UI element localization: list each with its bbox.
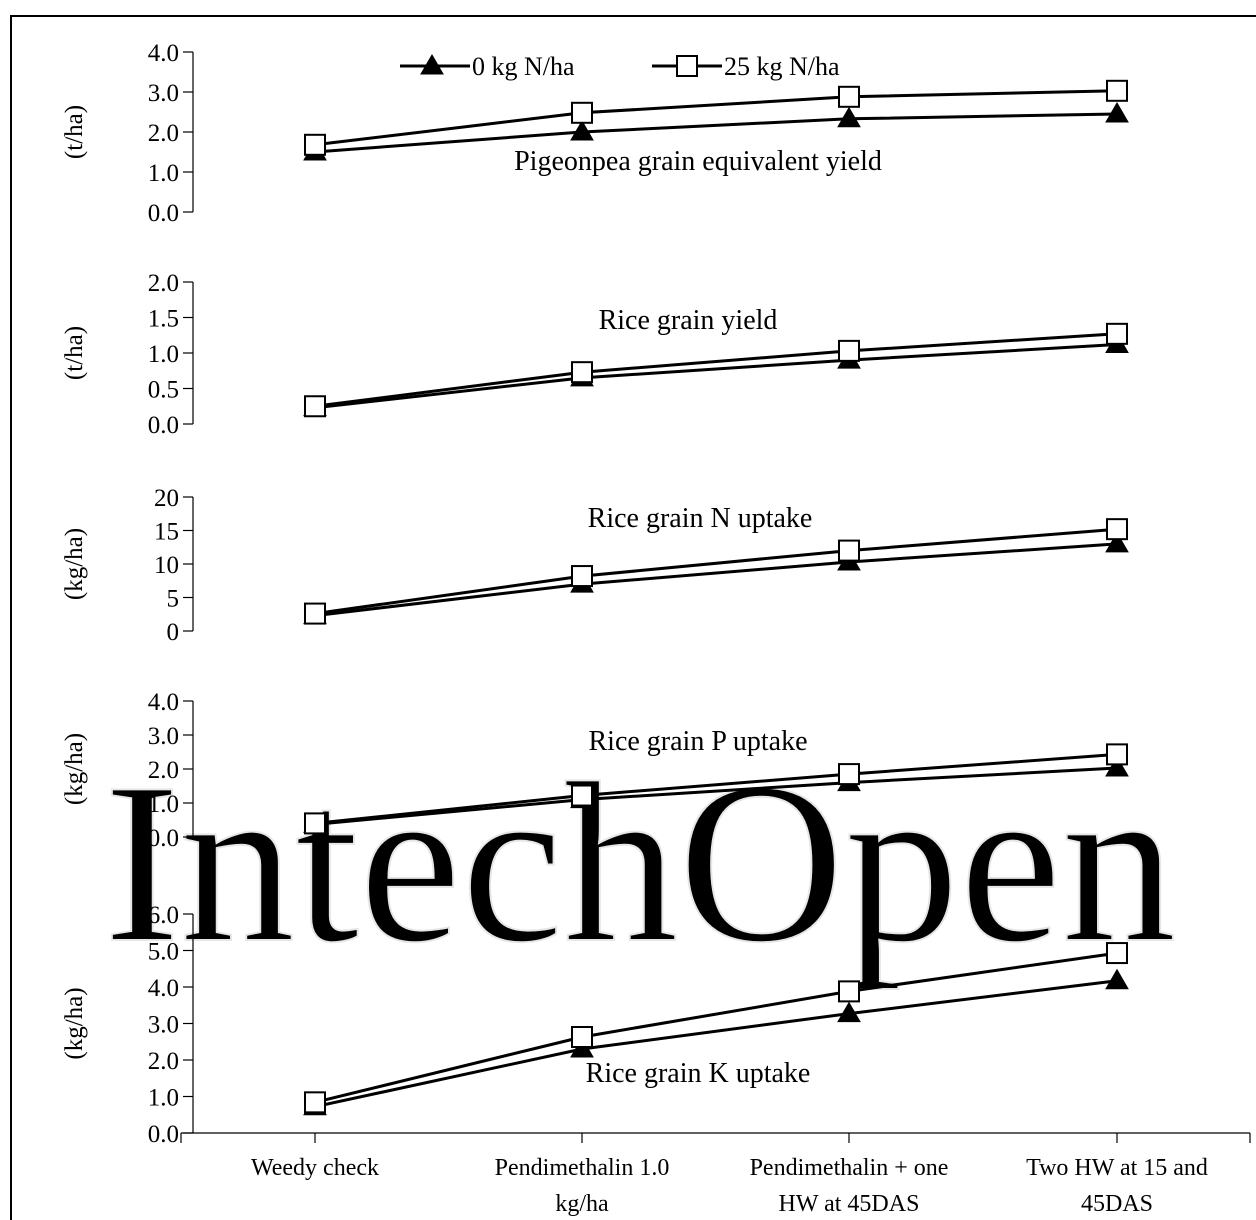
x-tick-label: kg/ha bbox=[555, 1191, 609, 1217]
y-tick-label: 5 bbox=[167, 586, 180, 613]
y-axis-title: (kg/ha) bbox=[61, 733, 88, 805]
y-tick-label: 4.0 bbox=[148, 40, 179, 67]
series-line-0kgN bbox=[314, 112, 1118, 154]
triangle-point bbox=[1105, 102, 1129, 123]
panel-title: Rice grain P uptake bbox=[588, 726, 807, 757]
square-point bbox=[838, 85, 860, 108]
triangle-point bbox=[1105, 531, 1129, 553]
x-axis: Weedy check Pendimethalin 1.0 kg/ha Pendime… bbox=[180, 1132, 1251, 1217]
series-line-25kgN bbox=[314, 752, 1118, 825]
y-tick-label: 1.0 bbox=[148, 1085, 179, 1112]
triangle-point bbox=[837, 106, 861, 128]
legend-triangle-marker bbox=[420, 54, 444, 75]
square-point bbox=[571, 361, 593, 384]
x-tick-label: Pendimethalin 1.0 bbox=[495, 1155, 670, 1181]
y-axis-title: (t/ha) bbox=[61, 105, 88, 159]
y-tick-label: 0.0 bbox=[148, 825, 179, 852]
y-tick-label: 0.5 bbox=[148, 377, 179, 404]
panel-3: 0 5 10 15 20 (kg/ha) Rice grain N uptake bbox=[61, 485, 1129, 646]
series-line-0kgN bbox=[314, 766, 1118, 826]
square-point bbox=[1106, 79, 1128, 102]
panel-2: 0.0 0.5 1.0 1.5 2.0 (t/ha) Rice grain yield bbox=[61, 270, 1129, 439]
y-tick-label: 3.0 bbox=[148, 80, 179, 107]
panel-1: 0.0 1.0 2.0 3.0 4.0 (t/ha) Pigeonpea grain equ… bbox=[61, 40, 1129, 227]
legend-square-marker bbox=[676, 55, 698, 77]
y-tick-label: 10 bbox=[154, 552, 179, 579]
square-point bbox=[304, 812, 326, 835]
square-point bbox=[1106, 942, 1128, 965]
watermark: IntechOpen bbox=[104, 735, 1177, 990]
series-line-0kgN bbox=[314, 542, 1118, 618]
square-point bbox=[304, 602, 326, 625]
y-tick-label: 0.0 bbox=[148, 412, 179, 439]
figure-border bbox=[10, 15, 1256, 1220]
y-tick-label: 6.0 bbox=[148, 902, 179, 929]
square-point bbox=[1106, 743, 1128, 766]
series-line-25kgN bbox=[314, 527, 1118, 616]
y-tick-label: 4.0 bbox=[148, 975, 179, 1002]
y-tick-label: 0.0 bbox=[148, 1121, 179, 1148]
square-point bbox=[304, 1091, 326, 1114]
square-point bbox=[304, 395, 326, 418]
square-point bbox=[1106, 518, 1128, 541]
panel-5: 0.0 1.0 2.0 3.0 4.0 5.0 6.0 (kg/ha) Rice grain K… bbox=[61, 902, 1129, 1148]
triangle-point bbox=[837, 1001, 861, 1023]
panel-title: Rice grain N uptake bbox=[588, 503, 813, 534]
y-tick-label: 1.0 bbox=[148, 341, 179, 368]
square-point bbox=[838, 339, 860, 362]
y-tick-label: 2.0 bbox=[148, 757, 179, 784]
y-tick-label: 4.0 bbox=[148, 689, 179, 716]
series-line-0kgN bbox=[314, 979, 1118, 1109]
legend-label-25kgN: 25 kg N/ha bbox=[724, 52, 840, 81]
square-point bbox=[1106, 322, 1128, 345]
y-tick-label: 2.0 bbox=[148, 120, 179, 147]
square-point bbox=[571, 101, 593, 124]
y-tick-label: 1.5 bbox=[148, 306, 179, 333]
x-tick-label: Two HW at 15 and bbox=[1026, 1155, 1208, 1181]
y-tick-label: 3.0 bbox=[148, 1012, 179, 1039]
square-point bbox=[571, 565, 593, 588]
legend: 0 kg N/ha 25 kg N/ha bbox=[400, 52, 840, 81]
y-tick-label: 0.0 bbox=[148, 200, 179, 227]
panel-title: Pigeonpea grain equivalent yield bbox=[514, 146, 882, 177]
triangle-point bbox=[570, 120, 594, 141]
y-axis-title: (kg/ha) bbox=[61, 528, 88, 600]
y-tick-label: 20 bbox=[154, 485, 179, 512]
panel-title: Rice grain K uptake bbox=[586, 1058, 811, 1089]
y-tick-label: 1.0 bbox=[148, 791, 179, 818]
panel-title: Rice grain yield bbox=[599, 305, 778, 336]
series-line-0kgN bbox=[314, 343, 1118, 410]
triangle-point bbox=[1105, 968, 1129, 990]
series-line-25kgN bbox=[314, 89, 1118, 147]
y-tick-label: 5.0 bbox=[148, 939, 179, 966]
square-point bbox=[571, 1026, 593, 1049]
x-tick-label: Pendimethalin + one bbox=[750, 1155, 949, 1181]
y-tick-label: 1.0 bbox=[148, 160, 179, 187]
square-point bbox=[571, 784, 593, 807]
series-line-25kgN bbox=[314, 951, 1118, 1104]
y-tick-label: 2.0 bbox=[148, 270, 179, 297]
square-point bbox=[304, 133, 326, 156]
y-tick-label: 15 bbox=[154, 519, 179, 546]
y-tick-label: 3.0 bbox=[148, 723, 179, 750]
legend-label-0kgN: 0 kg N/ha bbox=[472, 52, 575, 81]
square-point bbox=[838, 539, 860, 562]
square-point bbox=[838, 980, 860, 1003]
panels-layer: 0.0 1.0 2.0 3.0 4.0 (t/ha) Pigeonpea grain equ… bbox=[61, 40, 1129, 1148]
y-tick-label: 0 bbox=[167, 619, 180, 646]
panel-4: 0.0 1.0 2.0 3.0 4.0 (kg/ha) Rice grain P uptak… bbox=[61, 689, 1129, 852]
triangle-point bbox=[1105, 755, 1129, 777]
square-point bbox=[838, 763, 860, 786]
x-tick-label: Weedy check bbox=[251, 1155, 379, 1181]
series-line-25kgN bbox=[314, 332, 1118, 408]
y-axis-title: (kg/ha) bbox=[61, 987, 88, 1059]
y-axis-title: (t/ha) bbox=[61, 326, 88, 380]
x-tick-label: HW at 45DAS bbox=[779, 1191, 920, 1217]
y-tick-label: 2.0 bbox=[148, 1048, 179, 1075]
x-tick-label: 45DAS bbox=[1081, 1191, 1153, 1217]
